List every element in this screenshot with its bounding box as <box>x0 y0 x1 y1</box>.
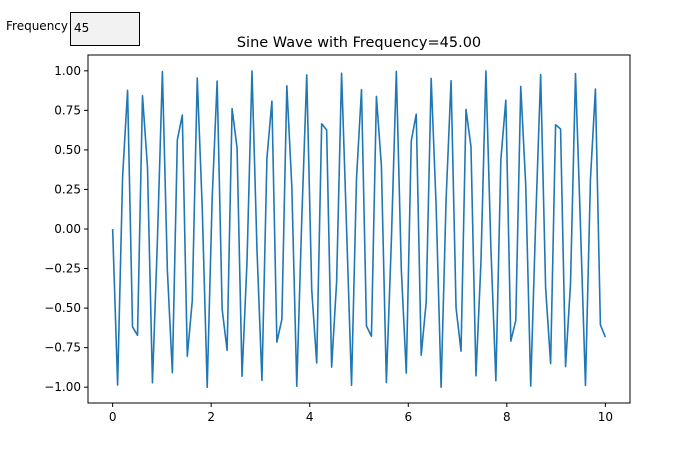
y-tick-label: −0.75 <box>44 341 81 355</box>
x-tick-label: 8 <box>503 410 511 424</box>
frequency-label: Frequency <box>6 19 68 33</box>
y-tick-label: 0.75 <box>54 103 81 117</box>
x-tick-label: 6 <box>404 410 412 424</box>
y-tick-label: −1.00 <box>44 380 81 394</box>
y-tick-label: 0.25 <box>54 182 81 196</box>
y-tick-label: −0.25 <box>44 262 81 276</box>
frequency-textbox[interactable]: 45 <box>70 12 140 46</box>
plot-frame <box>87 54 631 404</box>
y-tick-label: 0.00 <box>54 222 81 236</box>
y-tick-label: 0.50 <box>54 143 81 157</box>
y-tick-label: −0.50 <box>44 301 81 315</box>
chart-title: Sine Wave with Frequency=45.00 <box>237 35 481 51</box>
y-tick-label: 1.00 <box>54 64 81 78</box>
x-tick-label: 2 <box>207 410 215 424</box>
frequency-value: 45 <box>74 21 90 35</box>
x-tick-label: 10 <box>598 410 613 424</box>
x-tick-label: 0 <box>109 410 117 424</box>
sine-series-line <box>111 70 607 388</box>
x-tick-label: 4 <box>306 410 314 424</box>
